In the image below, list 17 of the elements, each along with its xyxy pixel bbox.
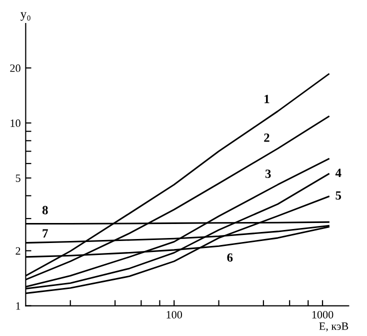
y-tick-label: 5 <box>16 174 20 182</box>
y-axis-title: y₀ <box>20 12 30 21</box>
x-axis-title: E, кэВ <box>319 322 348 332</box>
series-label: 8 <box>42 206 48 214</box>
series-label: 3 <box>265 170 271 178</box>
series-label: 7 <box>42 229 48 238</box>
y-tick-label: 1 <box>16 302 20 310</box>
series-label: 4 <box>335 168 342 177</box>
x-tick-label: 100 <box>166 310 182 318</box>
x-tick-label: 1000 <box>312 310 334 318</box>
y-tick-label: 10 <box>10 119 20 127</box>
y-tick-label: 20 <box>10 64 20 72</box>
series-label: 6 <box>227 253 233 262</box>
series-label: 2 <box>264 134 270 142</box>
y-tick-label: 2 <box>16 247 20 255</box>
series-label: 5 <box>336 191 342 200</box>
series-label: 1 <box>264 94 270 104</box>
